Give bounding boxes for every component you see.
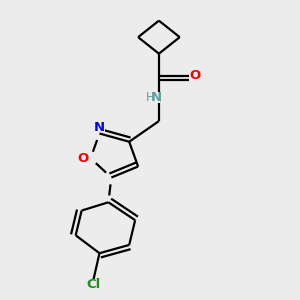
FancyBboxPatch shape [145, 92, 160, 103]
FancyBboxPatch shape [190, 70, 201, 82]
Text: N: N [150, 91, 161, 104]
Text: H: H [146, 91, 154, 104]
FancyBboxPatch shape [94, 123, 105, 132]
FancyBboxPatch shape [87, 279, 100, 290]
FancyBboxPatch shape [77, 153, 89, 164]
Text: O: O [77, 152, 89, 165]
Text: N: N [94, 121, 105, 134]
Text: O: O [190, 69, 201, 82]
Text: Cl: Cl [86, 278, 101, 291]
